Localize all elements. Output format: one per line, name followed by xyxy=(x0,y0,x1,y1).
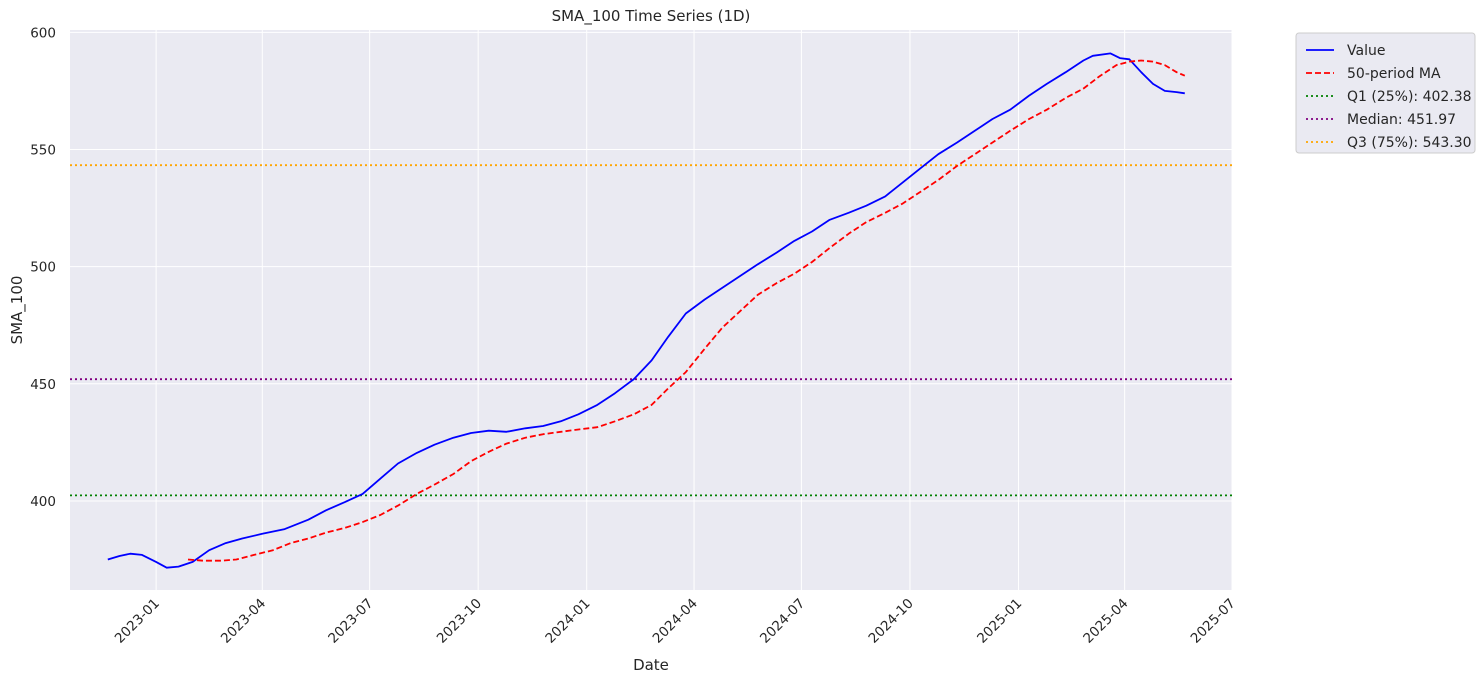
x-tick-label: 2023-10 xyxy=(434,596,485,647)
x-tick-label: 2023-01 xyxy=(112,596,163,647)
legend-label: Value xyxy=(1347,43,1385,59)
x-tick-label: 2025-04 xyxy=(1080,596,1131,647)
x-axis-ticks: 2023-01 2023-04 2023-07 2023-10 2024-01 2024-… xyxy=(112,596,1239,647)
reference-lines xyxy=(70,164,1232,497)
gridlines xyxy=(70,30,1233,590)
y-tick-label: 500 xyxy=(30,260,56,276)
x-tick-label: 2025-07 xyxy=(1188,596,1239,647)
y-axis-ticks: 400 450 500 550 600 xyxy=(30,25,56,510)
legend-label: 50-period MA xyxy=(1347,66,1441,82)
x-tick-label: 2023-07 xyxy=(325,596,376,647)
chart-title: SMA_100 Time Series (1D) xyxy=(552,7,751,26)
legend-label: Q1 (25%): 402.38 xyxy=(1347,89,1472,105)
legend-frame xyxy=(1295,32,1476,154)
y-axis-label: SMA_100 xyxy=(8,276,27,345)
x-tick-label: 2024-01 xyxy=(542,596,593,647)
x-tick-label: 2025-01 xyxy=(974,596,1025,647)
legend: Value 50-period MA Q1 (25%): 402.38 Median:… xyxy=(1295,32,1476,154)
series-line xyxy=(187,59,1186,562)
legend-label: Median: 451.97 xyxy=(1347,112,1456,128)
x-tick-label: 2024-04 xyxy=(650,596,701,647)
y-tick-label: 400 xyxy=(30,494,56,510)
x-axis-label: Date xyxy=(633,656,669,674)
plot-background xyxy=(70,30,1232,590)
x-tick-label: 2024-10 xyxy=(866,596,917,647)
x-tick-label: 2024-07 xyxy=(757,596,808,647)
y-tick-label: 550 xyxy=(30,142,56,158)
series-lines xyxy=(107,52,1186,569)
x-tick-label: 2023-04 xyxy=(218,596,269,647)
y-tick-label: 600 xyxy=(30,25,56,41)
series-line xyxy=(107,52,1185,569)
legend-label: Q3 (75%): 543.30 xyxy=(1347,135,1472,151)
y-tick-label: 450 xyxy=(30,377,56,393)
legend-items: Value 50-period MA Q1 (25%): 402.38 Median:… xyxy=(1306,43,1472,151)
